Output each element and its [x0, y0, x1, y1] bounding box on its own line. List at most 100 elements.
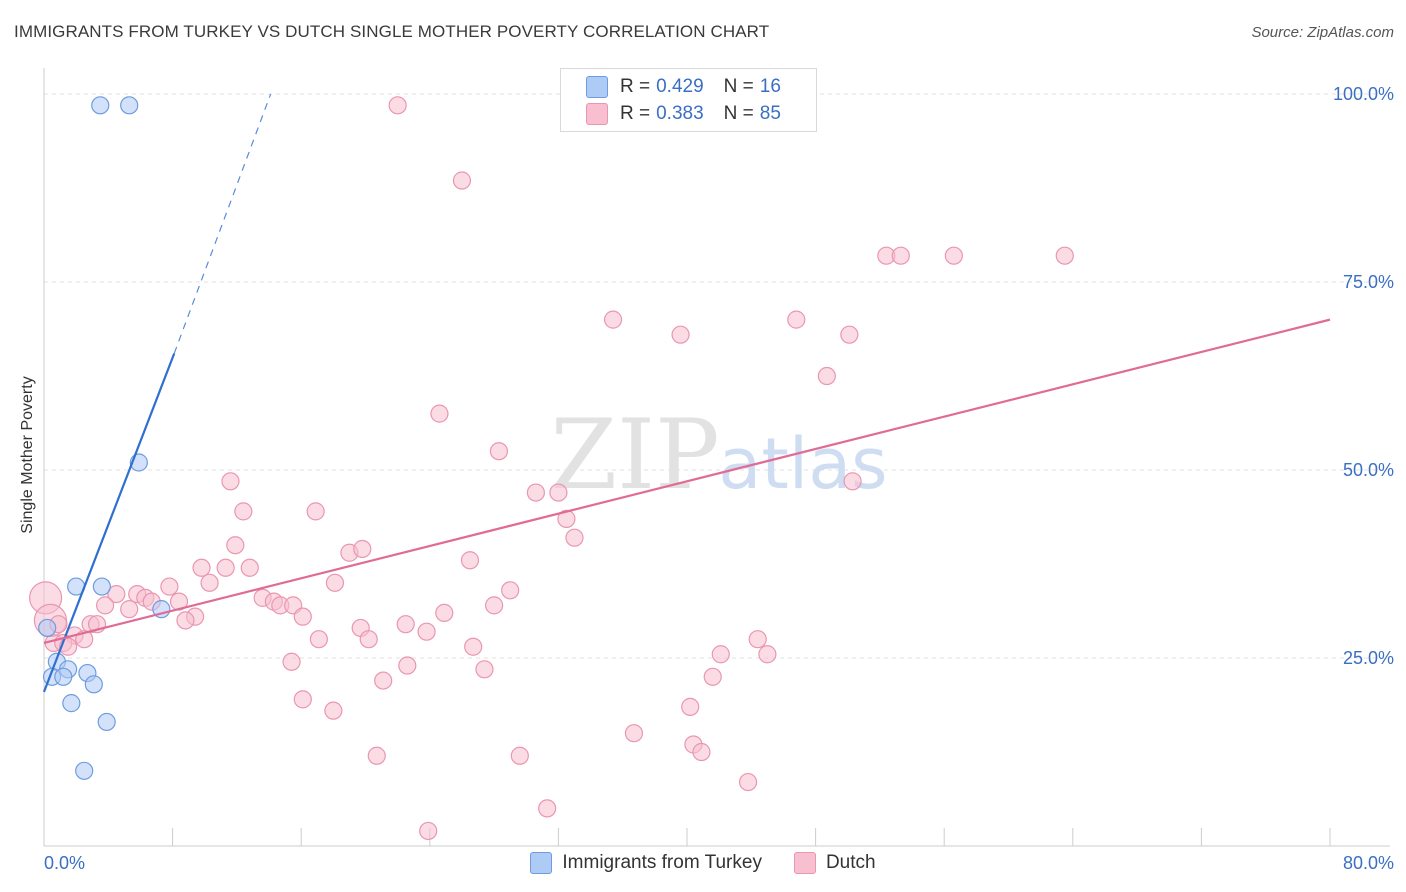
dutch-point	[475, 660, 494, 679]
dutch-point	[306, 502, 325, 521]
dutch-point	[489, 442, 509, 461]
x-tick-label: 0.0%	[44, 853, 85, 873]
dutch-point	[353, 539, 372, 559]
dutch-point	[603, 310, 623, 329]
dutch-point	[192, 558, 211, 577]
dutch-point	[538, 799, 557, 818]
dutch-point	[787, 310, 806, 329]
dutch-point	[758, 645, 777, 664]
dutch-point	[703, 667, 722, 686]
dutch-point	[738, 772, 758, 792]
turkey-legend-label: Immigrants from Turkey	[562, 852, 762, 873]
turkey-swatch	[586, 76, 608, 98]
watermark: ZIP atlas	[550, 399, 887, 511]
n-label: N =	[723, 76, 754, 97]
turkey-point	[38, 618, 57, 638]
dutch-point	[120, 600, 139, 619]
dutch-point	[565, 528, 584, 547]
dutch-point	[624, 724, 644, 743]
dutch-point	[549, 483, 568, 502]
dutch-point	[396, 615, 415, 634]
dutch-point	[843, 472, 862, 491]
dutch-point	[748, 630, 767, 649]
dutch-point	[107, 584, 126, 604]
turkey-legend-swatch	[530, 852, 553, 874]
dutch-trendline	[43, 318, 1331, 645]
dutch-point	[200, 573, 219, 592]
r-value: 0.429	[656, 76, 704, 97]
dutch-swatch	[586, 103, 608, 125]
dutch-legend-label: Dutch	[825, 852, 876, 873]
r-label: R =	[620, 76, 651, 97]
dutch-point	[388, 96, 407, 115]
dutch-point	[1055, 246, 1074, 265]
turkey-points	[38, 96, 171, 780]
dutch-point	[324, 701, 343, 720]
r-value: 0.383	[656, 103, 704, 124]
y-tick-label: 100.0%	[1333, 84, 1394, 104]
dutch-point	[309, 630, 328, 649]
dutch-point	[293, 690, 312, 709]
dutch-point	[417, 622, 436, 641]
y-tick-label: 75.0%	[1343, 272, 1394, 292]
trendlines	[42, 93, 1331, 693]
series-legend: Immigrants from Turkey Dutch	[0, 852, 1406, 874]
stats-legend: R = 0.429 N = 16 R = 0.383 N = 85	[560, 68, 817, 132]
turkey-point	[91, 96, 110, 115]
dutch-point	[464, 637, 483, 656]
dutch-point	[557, 509, 576, 528]
dutch-point	[460, 551, 480, 570]
dutch-point	[671, 325, 690, 344]
turkey-point	[92, 577, 111, 596]
dutch-point	[325, 573, 345, 592]
dutch-point	[501, 581, 520, 600]
dutch-point	[711, 645, 730, 664]
dutch-point	[359, 630, 378, 649]
dutch-point	[367, 746, 386, 765]
dutch-point	[240, 558, 259, 577]
dutch-point	[510, 746, 529, 765]
turkey-point	[120, 96, 139, 115]
dutch-legend-swatch	[793, 852, 816, 874]
legend-row-turkey: R = 0.429 N = 16	[586, 75, 781, 99]
legend-item-dutch[interactable]: Dutch	[793, 852, 876, 874]
tick-labels: 25.0% 50.0% 75.0% 100.0% 0.0% 80.0%	[44, 84, 1394, 873]
chart-title: IMMIGRANTS FROM TURKEY VS DUTCH SINGLE M…	[14, 22, 770, 41]
dutch-point	[282, 652, 301, 671]
dutch-point	[419, 821, 438, 841]
dutch-point	[817, 366, 836, 386]
dutch-points	[29, 96, 1074, 841]
dutch-point	[221, 472, 240, 491]
turkey-point	[75, 761, 94, 780]
watermark-zip: ZIP	[550, 399, 719, 511]
dutch-point	[176, 611, 195, 630]
turkey-point	[62, 694, 81, 713]
turkey-trendline	[42, 353, 176, 693]
dutch-point	[692, 742, 711, 762]
dutch-point	[160, 577, 179, 596]
dutch-point	[840, 325, 859, 344]
x-tick-label: 80.0%	[1343, 853, 1394, 873]
dutch-point	[374, 671, 393, 690]
dutch-point	[234, 502, 253, 521]
y-tick-label: 50.0%	[1343, 460, 1394, 480]
n-value: 85	[759, 103, 781, 124]
dutch-point	[681, 697, 700, 716]
turkey-point	[84, 675, 103, 694]
dutch-point	[526, 483, 545, 502]
y-tick-label: 25.0%	[1343, 648, 1394, 668]
dutch-point	[430, 404, 449, 423]
dutch-point	[293, 607, 312, 626]
turkey-point	[54, 667, 73, 686]
axes	[43, 68, 1390, 847]
dutch-point	[398, 656, 417, 675]
dutch-point	[226, 536, 245, 555]
r-label: R =	[620, 103, 651, 124]
turkey-trendline-extension	[173, 93, 272, 354]
n-value: 16	[759, 76, 781, 97]
dutch-point	[452, 171, 472, 190]
legend-item-turkey[interactable]: Immigrants from Turkey	[530, 852, 762, 874]
legend-row-dutch: R = 0.383 N = 85	[586, 102, 781, 126]
dutch-point	[944, 246, 963, 265]
dutch-point	[891, 246, 910, 265]
